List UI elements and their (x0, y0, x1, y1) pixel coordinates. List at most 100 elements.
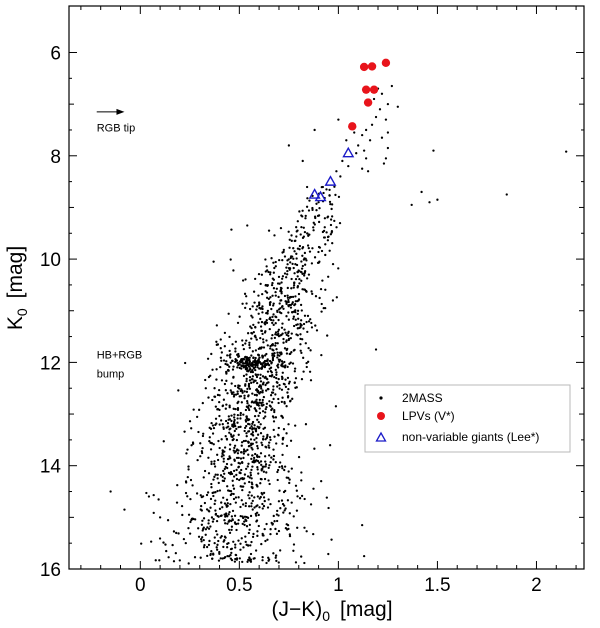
point-2mass (285, 523, 288, 526)
point-2mass (284, 331, 287, 334)
point-2mass (283, 366, 287, 369)
point-2mass (330, 231, 333, 234)
point-2mass (311, 206, 314, 210)
plot-frame (68, 5, 585, 570)
point-2mass (353, 131, 356, 134)
point-2mass (232, 407, 235, 410)
point-2mass (268, 404, 272, 407)
point-2mass (245, 302, 248, 305)
point-2mass (258, 455, 261, 459)
point-2mass (306, 197, 309, 200)
point-2mass (299, 303, 303, 307)
point-2mass (326, 334, 329, 337)
point-2mass (261, 382, 265, 386)
point-2mass (288, 478, 291, 481)
point-2mass (341, 159, 344, 163)
point-2mass (235, 427, 238, 431)
point-2mass (288, 246, 291, 249)
point-2mass (256, 530, 259, 533)
point-2mass (281, 442, 284, 445)
point-2mass (337, 267, 340, 270)
point-2mass (272, 304, 275, 307)
point-2mass (202, 432, 205, 435)
point-2mass (220, 351, 223, 354)
point-2mass (223, 477, 226, 480)
point-2mass (262, 417, 265, 420)
point-2mass (206, 491, 210, 494)
point-2mass (355, 152, 358, 155)
point-2mass (201, 434, 205, 438)
point-2mass (260, 367, 263, 370)
point-2mass (268, 446, 271, 449)
point-2mass (199, 494, 202, 497)
point-2mass (213, 387, 216, 390)
point-2mass (320, 480, 323, 483)
point-2mass (233, 560, 237, 563)
point-2mass (252, 459, 256, 462)
point-2mass (223, 450, 226, 453)
point-2mass (300, 494, 304, 498)
point-2mass (258, 461, 261, 464)
point-2mass (264, 438, 267, 441)
point-2mass (244, 504, 247, 508)
point-2mass (237, 456, 240, 460)
point-2mass (260, 491, 263, 495)
point-2mass (213, 462, 216, 465)
point-2mass (277, 397, 280, 401)
point-2mass (225, 370, 228, 374)
point-2mass (280, 333, 283, 337)
point-2mass (234, 546, 237, 549)
point-2mass (165, 549, 168, 553)
point-2mass (256, 466, 259, 469)
point-2mass (239, 542, 242, 545)
point-2mass (335, 226, 338, 229)
point-2mass (267, 270, 270, 274)
point-2mass (241, 560, 244, 564)
point-2mass (253, 360, 256, 364)
point-2mass (218, 414, 221, 418)
point-2mass (237, 449, 240, 452)
point-2mass (268, 374, 272, 378)
point-2mass (345, 139, 348, 142)
point-2mass (324, 253, 327, 257)
point-2mass (274, 368, 277, 372)
point-2mass (294, 561, 298, 564)
point-2mass (283, 294, 287, 298)
point-2mass (207, 522, 210, 525)
point-2mass (214, 423, 217, 427)
point-2mass (225, 462, 229, 466)
point-2mass (256, 495, 259, 498)
point-2mass (224, 435, 227, 438)
point-2mass (220, 359, 223, 362)
point-2mass (234, 553, 238, 557)
point-2mass (295, 323, 298, 327)
point-2mass (214, 509, 217, 512)
point-2mass (278, 360, 281, 363)
point-2mass (255, 398, 258, 401)
point-2mass (277, 275, 281, 279)
point-2mass (333, 185, 336, 188)
point-2mass (282, 307, 285, 310)
point-2mass (296, 284, 300, 288)
point-2mass (228, 455, 231, 458)
point-2mass (276, 381, 279, 384)
point-2mass (262, 470, 266, 473)
point-2mass (281, 322, 284, 325)
legend-item-2mass: 2MASS (379, 391, 443, 405)
point-2mass (280, 400, 283, 404)
legend-label-2mass: 2MASS (402, 391, 443, 405)
point-2mass (268, 482, 271, 486)
point-2mass (225, 438, 229, 441)
point-2mass (238, 366, 241, 370)
point-2mass (273, 520, 276, 523)
point-2mass (290, 311, 294, 314)
point-2mass (262, 504, 266, 508)
point-2mass (214, 499, 217, 502)
point-2mass (261, 391, 264, 394)
point-2mass (251, 305, 254, 308)
point-2mass (327, 275, 330, 278)
point-2mass (237, 433, 240, 436)
point-2mass (246, 417, 249, 421)
point-2mass (317, 214, 321, 217)
point-2mass (216, 458, 220, 462)
